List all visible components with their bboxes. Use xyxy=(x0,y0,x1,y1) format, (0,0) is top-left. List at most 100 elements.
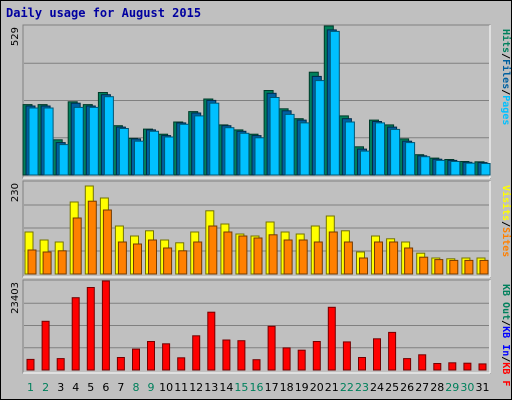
x-tick-label: 15 xyxy=(234,381,248,394)
bar-pages xyxy=(88,106,99,176)
bar-sites xyxy=(404,247,414,275)
bar-sites xyxy=(42,251,52,275)
bar-pages xyxy=(269,97,280,176)
bar-pages xyxy=(149,130,159,176)
legend-item: Hits xyxy=(500,29,512,53)
bar-kb-f xyxy=(403,358,412,371)
x-tick-label: 16 xyxy=(250,381,264,394)
bar-kb-f xyxy=(132,348,140,371)
bar-kb-f xyxy=(86,287,95,371)
bar-sites xyxy=(419,256,429,275)
bar-kb-f xyxy=(56,358,65,371)
bar-pages xyxy=(209,102,220,176)
bar-pages xyxy=(435,159,446,176)
x-tick-label: 5 xyxy=(87,381,94,394)
legend-sites-visits: Visits/Sites xyxy=(500,185,512,257)
legend-item: KB F xyxy=(500,362,511,386)
x-tick-label: 28 xyxy=(430,381,444,394)
bar-sites xyxy=(328,231,338,275)
bar-pages xyxy=(344,121,355,176)
bar-kb-f xyxy=(237,340,246,371)
bar-pages xyxy=(73,106,84,176)
bar-sites xyxy=(283,239,293,275)
bar-sites xyxy=(102,209,112,275)
bar-sites xyxy=(133,243,142,275)
bar-sites xyxy=(163,247,173,275)
x-tick-label: 12 xyxy=(189,381,203,394)
bar-sites xyxy=(178,250,188,275)
x-tick-label: 13 xyxy=(204,381,218,394)
x-tick-label: 3 xyxy=(57,381,64,394)
bar-kb-f xyxy=(177,357,186,371)
bar-kb-f xyxy=(26,358,35,371)
bar-sites xyxy=(27,249,37,275)
bar-sites xyxy=(208,225,218,275)
bar-sites xyxy=(359,257,368,275)
x-tick-label: 20 xyxy=(310,381,324,394)
bar-kb-f xyxy=(116,357,125,371)
bar-pages xyxy=(254,137,265,176)
x-tick-label: 23 xyxy=(355,381,369,394)
x-tick-label: 10 xyxy=(159,381,173,394)
bar-sites xyxy=(87,200,97,275)
x-tick-label: 30 xyxy=(460,381,474,394)
x-tick-label: 2 xyxy=(42,381,49,394)
bar-kb-f xyxy=(71,297,80,371)
bar-kb-f xyxy=(222,339,231,371)
bar-kb-f xyxy=(282,347,291,371)
bar-sites xyxy=(479,259,489,275)
bar-kb-f xyxy=(162,343,171,371)
x-tick-label: 27 xyxy=(415,381,429,394)
panel-kbf-kbin-kbout xyxy=(22,279,491,374)
x-tick-label: 14 xyxy=(219,381,233,394)
legend-item: KB In xyxy=(500,326,511,356)
bar-kb-f xyxy=(267,325,276,371)
legend-separator: / xyxy=(500,53,511,59)
bar-kb-f xyxy=(478,363,487,371)
panel-max-label: 529 xyxy=(10,27,21,46)
bar-sites xyxy=(193,241,203,275)
bar-kb-f xyxy=(448,362,457,371)
x-tick-label: 8 xyxy=(133,381,140,394)
bar-kb-f xyxy=(358,357,366,371)
bar-pages xyxy=(103,96,114,176)
bar-sites xyxy=(72,217,82,275)
bar-sites xyxy=(298,239,308,275)
bar-kb-f xyxy=(327,306,336,371)
bar-pages xyxy=(224,127,235,176)
bar-sites xyxy=(117,241,127,275)
x-tick-label: 24 xyxy=(370,381,384,394)
x-tick-label: 26 xyxy=(400,381,414,394)
x-tick-label: 1 xyxy=(27,381,34,394)
legend-item: Visits xyxy=(500,185,512,221)
x-tick-label: 31 xyxy=(476,381,490,394)
bar-kb-f xyxy=(192,335,201,371)
bar-pages xyxy=(450,161,461,176)
legend-separator: / xyxy=(500,320,511,326)
bar-sites xyxy=(313,241,323,275)
legend-item: Sites xyxy=(500,227,512,257)
panel-max-label: 23403 xyxy=(10,282,21,314)
bar-pages xyxy=(164,136,175,176)
bar-pages xyxy=(465,162,476,176)
bar-pages xyxy=(118,128,129,176)
x-tick-label: 19 xyxy=(295,381,309,394)
bar-pages xyxy=(375,122,385,176)
bar-sites xyxy=(253,237,263,275)
bar-sites xyxy=(343,241,353,275)
legend-separator: / xyxy=(500,89,511,95)
bar-pages xyxy=(480,163,491,176)
bar-kb-f xyxy=(342,341,351,371)
bar-pages xyxy=(314,80,325,176)
chart-title: Daily usage for August 2015 xyxy=(6,6,202,20)
legend-item: Files xyxy=(500,59,512,89)
bar-pages xyxy=(239,132,250,176)
x-tick-label: 11 xyxy=(174,381,188,394)
bar-sites xyxy=(57,250,67,275)
bar-pages xyxy=(405,142,416,176)
bar-kb-f xyxy=(463,362,472,371)
bar-pages xyxy=(134,140,144,176)
legend-item: Pages xyxy=(500,95,511,125)
bar-kb-f xyxy=(252,359,261,371)
